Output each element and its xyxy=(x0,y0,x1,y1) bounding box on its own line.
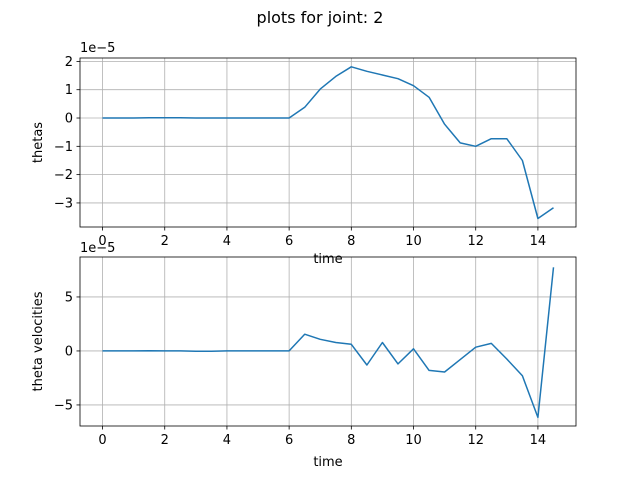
thetas-line xyxy=(102,66,554,220)
thetas-x-tick-label: 8 xyxy=(347,234,355,249)
theta-velocities-x-tick-label: 14 xyxy=(530,433,547,448)
thetas-y-tick-label: −3 xyxy=(54,196,73,211)
thetas-x-tick-label: 0 xyxy=(98,234,106,249)
thetas-x-tick-label: 14 xyxy=(530,234,547,249)
thetas-x-tick-label: 2 xyxy=(161,234,169,249)
thetas-x-tick-label: 4 xyxy=(223,234,231,249)
thetas-grid xyxy=(80,58,576,227)
theta-velocities-line xyxy=(102,267,555,419)
thetas-axes-frame xyxy=(79,57,577,228)
theta-velocities-x-tick-label: 4 xyxy=(223,433,231,448)
theta-velocities-x-tick-label: 8 xyxy=(347,433,355,448)
thetas-y-tick-label: −1 xyxy=(54,140,73,155)
theta-velocities-x-axis-label: time xyxy=(313,455,342,470)
thetas-y-tick-label: 1 xyxy=(65,83,73,98)
figure-suptitle: plots for joint: 2 xyxy=(257,8,384,27)
theta-velocities-y-tick-label: −5 xyxy=(54,398,73,413)
theta-velocities-y-tick-label: 0 xyxy=(65,344,73,359)
theta-velocities-offset-text: 1e−5 xyxy=(80,241,115,256)
thetas-x-axis-label: time xyxy=(313,252,342,267)
theta-velocities-y-axis-label: theta velocities xyxy=(31,291,46,391)
thetas-y-axis-label: thetas xyxy=(31,122,46,163)
thetas-x-tick-label: 10 xyxy=(405,234,422,249)
theta-velocities-ticks: 0 2 4 6 8 10 12 14 −5 0 5 xyxy=(54,290,546,448)
thetas-x-tick-label: 6 xyxy=(285,234,293,249)
thetas-offset-text: 1e−5 xyxy=(80,41,115,56)
theta-velocities-x-tick-label: 2 xyxy=(161,433,169,448)
thetas-y-tick-label: 2 xyxy=(65,55,73,70)
theta-velocities-axes-frame xyxy=(79,256,577,427)
theta-velocities-y-tick-label: 5 xyxy=(65,290,73,305)
theta-velocities-x-tick-label: 0 xyxy=(98,433,106,448)
theta-velocities-series xyxy=(102,267,555,419)
thetas-y-tick-label: −2 xyxy=(54,168,73,183)
theta-velocities-x-tick-label: 6 xyxy=(285,433,293,448)
theta-velocities-x-tick-label: 12 xyxy=(467,433,484,448)
thetas-series xyxy=(102,66,554,220)
thetas-x-tick-label: 12 xyxy=(467,234,484,249)
thetas-y-tick-label: 0 xyxy=(65,112,73,127)
theta-velocities-subplot: 0 2 4 6 8 10 12 14 −5 0 5 time theta velocities 1e… xyxy=(31,241,577,470)
theta-velocities-x-tick-label: 10 xyxy=(405,433,422,448)
